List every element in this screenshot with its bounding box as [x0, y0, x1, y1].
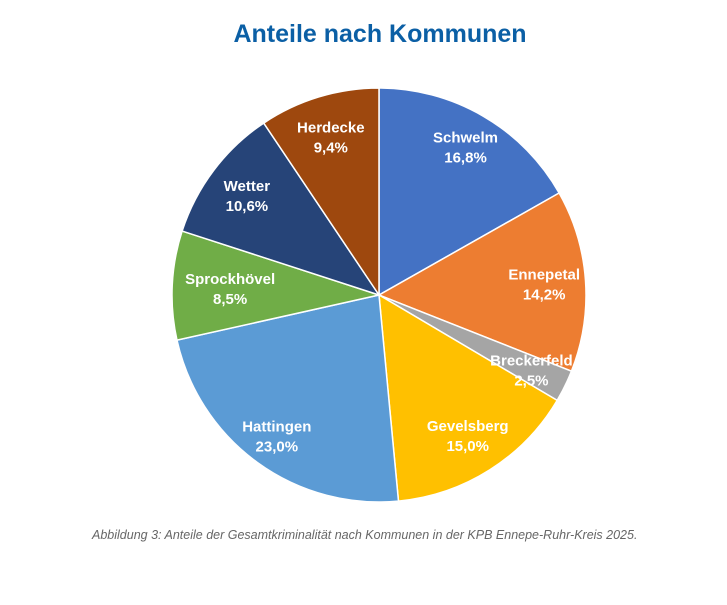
pie-slice-schwelm [378, 87, 561, 297]
slice-value-label: 15,0% [446, 438, 489, 455]
slice-label: Herdecke [297, 120, 365, 137]
chart-title: Anteile nach Kommunen [233, 20, 527, 48]
pie-slice-gevelsberg [378, 293, 559, 502]
pie-slice-hattingen [176, 294, 400, 503]
slice-label: Breckerfeld [490, 353, 573, 370]
slice-value-label: 16,8% [444, 150, 487, 167]
slice-value-label: 8,5% [213, 291, 247, 308]
slice-label: Wetter [224, 178, 271, 195]
slice-label: Schwelm [433, 130, 498, 147]
slice-label: Ennepetal [508, 267, 580, 284]
figure-caption: Abbildung 3: Anteile der Gesamtkriminali… [92, 528, 638, 542]
slice-value-label: 10,6% [226, 198, 269, 215]
pie-slice-ennepetal [377, 191, 587, 373]
slice-label: Gevelsberg [427, 418, 509, 435]
slice-label: Hattingen [242, 419, 311, 436]
slice-value-label: 2,5% [514, 373, 548, 390]
slice-value-label: 23,0% [256, 439, 299, 456]
slice-label: Sprockhövel [185, 271, 275, 288]
pie-slice-sprockhövel [171, 230, 382, 342]
pie-slice-herdecke [262, 87, 380, 298]
pie-slice-wetter [181, 122, 381, 297]
slice-value-label: 14,2% [523, 287, 566, 304]
slice-value-label: 9,4% [314, 140, 348, 157]
